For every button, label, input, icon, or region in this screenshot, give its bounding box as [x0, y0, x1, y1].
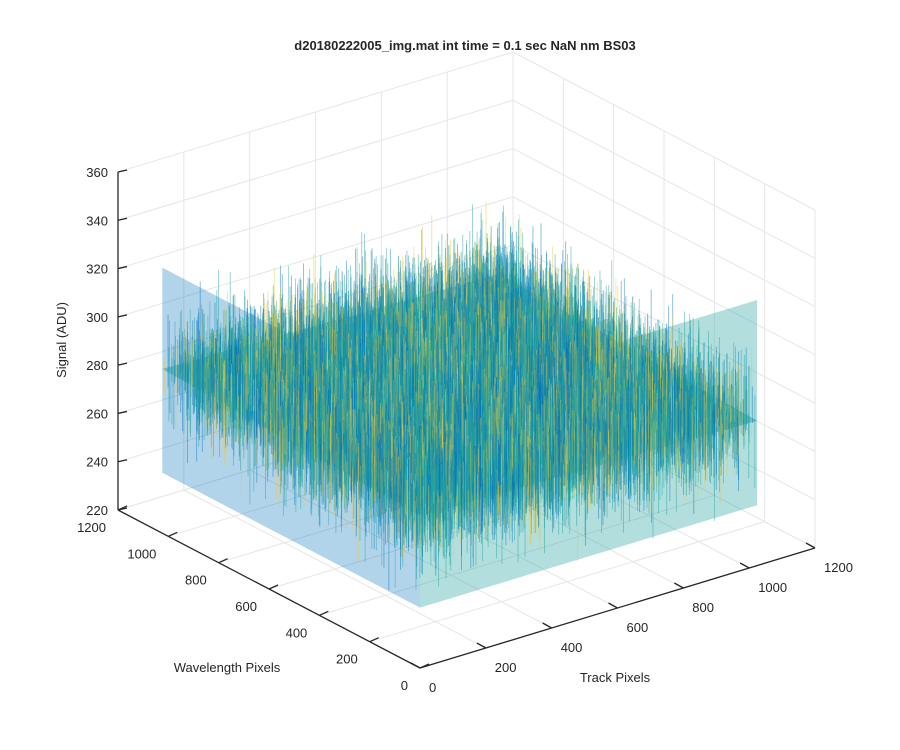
floor-grid-line-y — [319, 494, 715, 616]
back-wall-grid-z — [117, 51, 514, 173]
chart-title: d20180222005_img.mat int time = 0.1 sec … — [294, 38, 635, 53]
back-wall-grid-z — [117, 196, 514, 318]
back-wall-grid-z — [117, 148, 514, 270]
floor-grid-line-y — [268, 468, 665, 590]
floor-grid-line-y — [369, 521, 765, 643]
side-wall-grid-z — [512, 148, 816, 308]
back-wall-grid-z — [117, 99, 514, 221]
side-wall-grid-z — [512, 99, 816, 259]
side-wall-grid-z — [512, 51, 816, 211]
side-wall-grid-z — [512, 196, 816, 356]
surface-data — [162, 201, 758, 608]
side-wall-grid-z — [512, 244, 816, 404]
